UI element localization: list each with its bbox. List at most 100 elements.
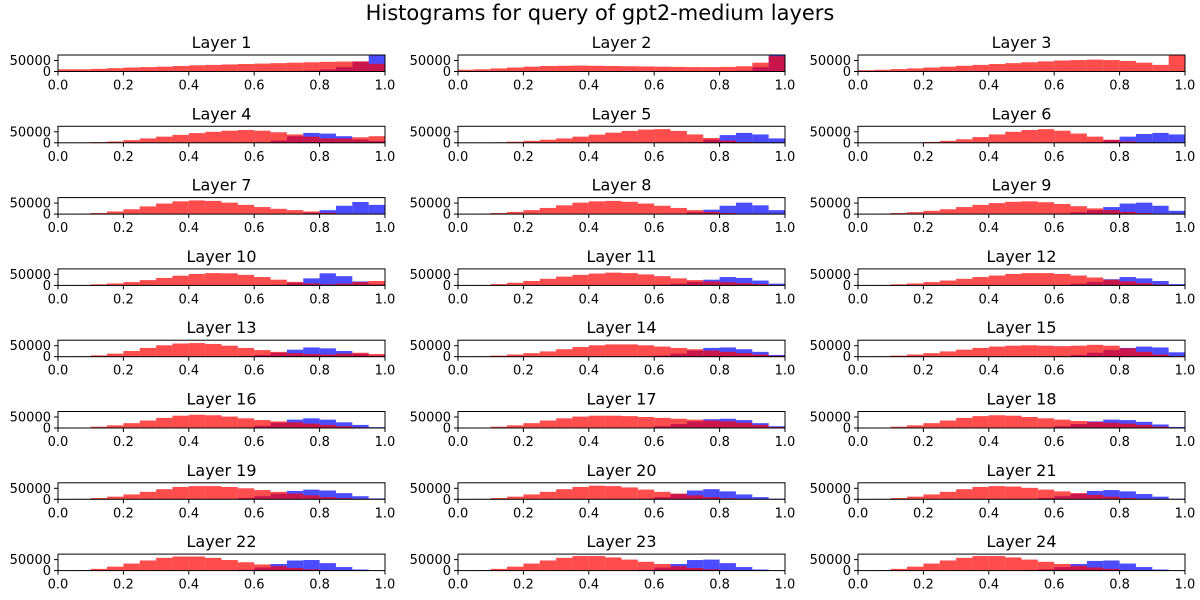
red-bar [1119, 281, 1136, 286]
red-bar [637, 489, 655, 500]
x-tick-label: 0.0 [448, 364, 469, 379]
red-bar [539, 420, 557, 428]
x-tick-label: 0.2 [113, 292, 134, 307]
panel-title: Layer 18 [986, 390, 1056, 409]
x-tick-label: 0.4 [978, 578, 999, 593]
red-bar [621, 559, 638, 571]
panel-title: Layer 4 [192, 104, 252, 123]
red-bar [139, 280, 157, 286]
red-bar [319, 61, 336, 72]
y-tick-label: 50000 [410, 339, 451, 354]
panel-title: Layer 16 [186, 390, 256, 409]
red-bar [654, 129, 671, 143]
x-tick-label: 0.2 [913, 79, 934, 94]
red-bar [90, 213, 108, 215]
x-tick-label: 0.4 [178, 292, 199, 307]
red-bar [156, 489, 173, 500]
red-bar [270, 351, 287, 357]
red-bar [303, 354, 320, 357]
blue-bar [703, 489, 720, 500]
red-bar [352, 137, 369, 143]
blue-bar [1152, 496, 1169, 500]
red-bar [1119, 348, 1136, 357]
red-bar [221, 416, 238, 428]
red-bar [890, 69, 908, 72]
red-bar [588, 273, 606, 286]
blue-bar [1152, 132, 1169, 143]
axes-frame [57, 482, 386, 500]
red-bar [719, 140, 736, 143]
axes-frame [57, 197, 386, 215]
panel-title: Layer 23 [586, 532, 656, 551]
red-bar [107, 283, 124, 286]
red-bar [654, 276, 671, 286]
axes-frame [57, 553, 386, 572]
red-bar [286, 62, 304, 72]
red-bar [221, 64, 238, 72]
x-tick-label: 0.0 [848, 79, 869, 94]
axes-frame [457, 482, 786, 500]
red-bar [539, 560, 557, 571]
red-bar [172, 134, 189, 143]
blue-bar [752, 205, 769, 215]
red-bar [719, 351, 736, 357]
y-tick-label: 50000 [410, 268, 451, 283]
red-bar [956, 489, 973, 500]
x-tick-label: 1.0 [375, 506, 396, 521]
y-tick-label: 50000 [810, 268, 851, 283]
blue-bar [768, 138, 785, 143]
axes-frame [857, 411, 1186, 429]
red-bar [1037, 489, 1055, 500]
red-bar [670, 347, 687, 357]
y-tick-label: 0 [443, 279, 451, 294]
y-tick-label: 0 [843, 136, 851, 151]
x-tick-label: 0.0 [48, 150, 69, 165]
red-bar [254, 63, 271, 72]
red-bar [221, 130, 238, 143]
red-bar [907, 283, 924, 286]
x-tick-label: 0.0 [848, 435, 869, 450]
red-bar [319, 497, 336, 500]
y-tick-label: 0 [43, 208, 51, 223]
x-tick-label: 1.0 [375, 150, 396, 165]
red-bar [172, 66, 189, 72]
x-tick-label: 0.4 [978, 292, 999, 307]
panel-title: Layer 22 [186, 532, 256, 551]
x-tick-label: 0.2 [913, 578, 934, 593]
red-bar [1037, 129, 1055, 143]
red-bar [1005, 486, 1022, 500]
blue-bar [1103, 490, 1120, 500]
y-tick-label: 50000 [810, 339, 851, 354]
red-bar [1005, 345, 1022, 357]
y-tick-label: 0 [443, 136, 451, 151]
red-bar [523, 353, 540, 357]
red-bar [1152, 64, 1169, 72]
red-bar [539, 278, 557, 286]
red-bar [490, 68, 508, 72]
red-bar [703, 137, 720, 143]
red-bar [605, 344, 622, 357]
blue-bar [335, 276, 353, 286]
red-bar [719, 66, 736, 72]
x-tick-label: 0.2 [113, 364, 134, 379]
blue-bar [1135, 202, 1153, 215]
blue-bar [352, 569, 369, 571]
panel-title: Layer 15 [986, 318, 1056, 337]
x-tick-label: 0.6 [644, 506, 665, 521]
y-tick-label: 50000 [410, 125, 451, 140]
blue-bar [1135, 134, 1153, 143]
red-bar [988, 203, 1006, 215]
y-tick-label: 0 [43, 65, 51, 80]
x-tick-label: 0.2 [513, 150, 534, 165]
red-bar [1086, 494, 1104, 500]
y-tick-label: 0 [843, 493, 851, 508]
red-bar [507, 496, 524, 500]
red-bar [286, 210, 304, 215]
blue-bar [768, 210, 785, 215]
blue-bar [768, 283, 785, 286]
red-bar [254, 420, 271, 428]
red-bar [156, 66, 173, 72]
